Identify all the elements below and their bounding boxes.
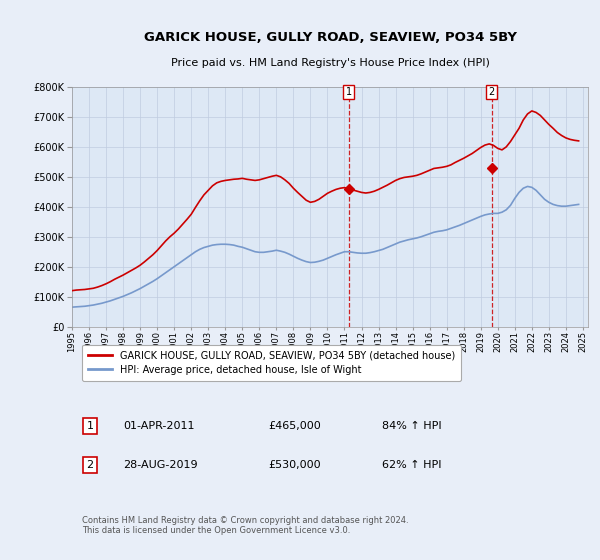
Text: 28-AUG-2019: 28-AUG-2019 — [124, 460, 198, 470]
Text: Price paid vs. HM Land Registry's House Price Index (HPI): Price paid vs. HM Land Registry's House … — [170, 58, 490, 68]
Text: £465,000: £465,000 — [268, 421, 321, 431]
Text: 01-APR-2011: 01-APR-2011 — [124, 421, 195, 431]
Text: £530,000: £530,000 — [268, 460, 321, 470]
Text: GARICK HOUSE, GULLY ROAD, SEAVIEW, PO34 5BY: GARICK HOUSE, GULLY ROAD, SEAVIEW, PO34 … — [143, 31, 517, 44]
Text: 2: 2 — [488, 87, 495, 97]
Text: 1: 1 — [346, 87, 352, 97]
Text: Contains HM Land Registry data © Crown copyright and database right 2024.
This d: Contains HM Land Registry data © Crown c… — [82, 516, 409, 535]
Text: 1: 1 — [86, 421, 94, 431]
Text: 62% ↑ HPI: 62% ↑ HPI — [382, 460, 441, 470]
Text: 2: 2 — [86, 460, 94, 470]
Text: 84% ↑ HPI: 84% ↑ HPI — [382, 421, 441, 431]
Legend: GARICK HOUSE, GULLY ROAD, SEAVIEW, PO34 5BY (detached house), HPI: Average price: GARICK HOUSE, GULLY ROAD, SEAVIEW, PO34 … — [82, 344, 461, 381]
